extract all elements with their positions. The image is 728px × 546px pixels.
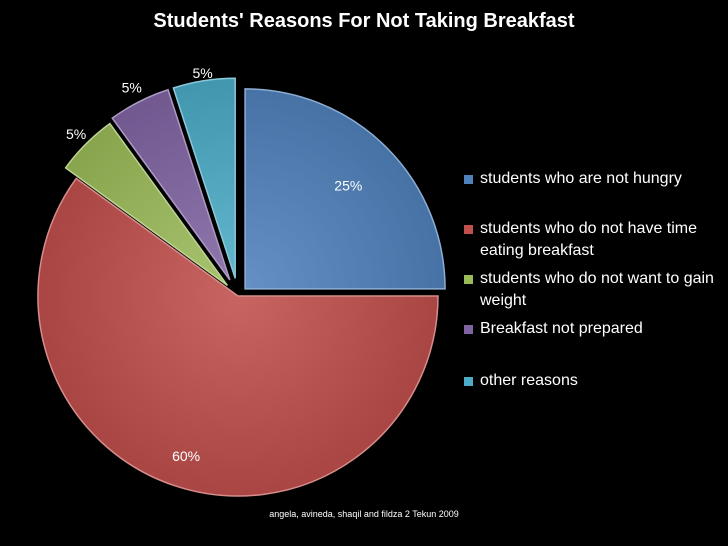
pie-label-other: 5%: [193, 65, 213, 81]
legend-label-not-prepared: Breakfast not prepared: [480, 320, 643, 337]
footer-credit: angela, avineda, shaqil and fildza 2 Tek…: [269, 509, 459, 519]
pie-slice-not-prepared: [111, 88, 231, 281]
legend-swatch-other: [464, 377, 473, 386]
legend-swatch-not-hungry: [464, 175, 473, 184]
pie-slice-gain-weight: [64, 122, 228, 286]
legend-label-not-hungry: students who are not hungry: [480, 170, 682, 187]
pie-label-gain-weight: 5%: [66, 126, 86, 142]
pie-label-no-time: 60%: [172, 448, 200, 464]
legend-swatch-gain-weight: [464, 275, 473, 284]
pie-label-not-prepared: 5%: [122, 80, 142, 96]
legend-label-other: other reasons: [480, 372, 578, 389]
legend-swatch-no-time: [464, 225, 473, 234]
legend-label-no-time: students who do not have time eating bre…: [480, 220, 698, 259]
pie-slice-not-hungry: [244, 88, 446, 290]
chart-title: Students' Reasons For Not Taking Breakfa…: [153, 10, 575, 32]
legend-swatch-not-prepared: [464, 325, 473, 334]
legend-label-gain-weight: students who do not want to gain weight: [480, 270, 714, 309]
pie-label-not-hungry: 25%: [334, 178, 362, 194]
pie-slice-no-time: [37, 177, 439, 497]
pie-slice-other: [172, 77, 236, 279]
